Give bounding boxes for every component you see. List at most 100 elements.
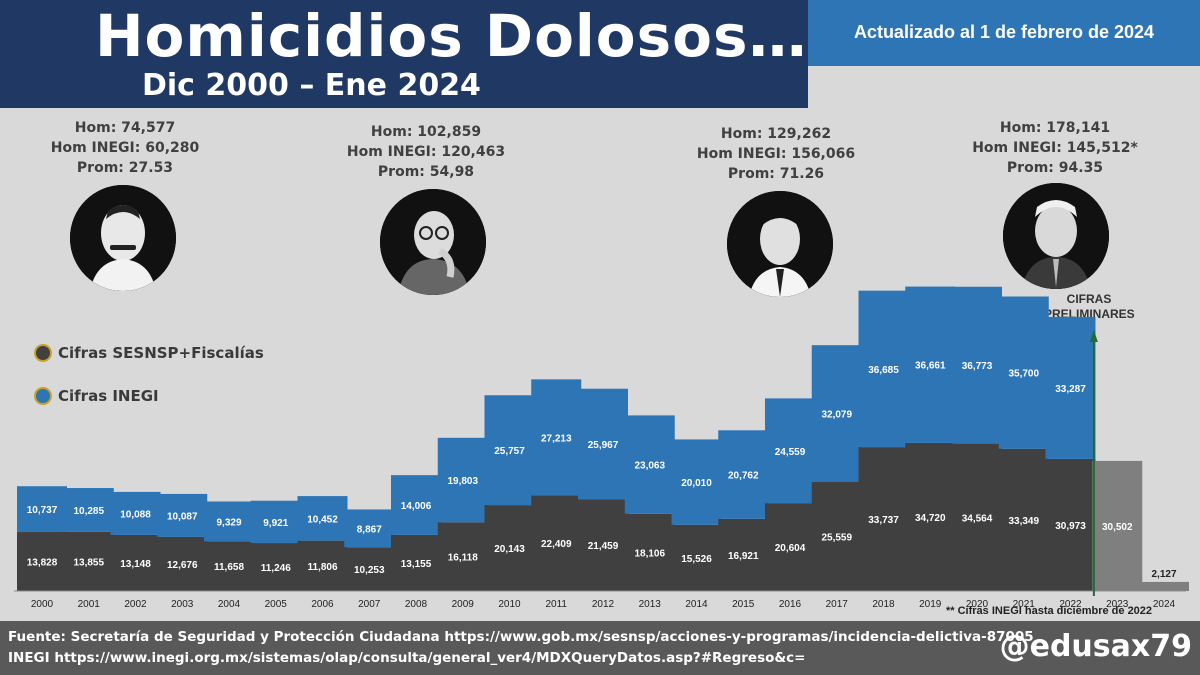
data-label-inegi: 25,757	[494, 446, 525, 457]
x-tick-label: 2023	[1106, 599, 1129, 610]
legend-label: Cifras INEGI	[58, 387, 159, 405]
bar-sesnsp	[952, 443, 1002, 591]
page-subtitle: Dic 2000 – Ene 2024	[142, 68, 481, 103]
bar-chart: 10,737 13,828 2000 10,285 13,855 2001 10,088 13…	[14, 286, 1189, 610]
data-label-sesnsp: 22,409	[541, 539, 572, 550]
data-label-inegi: 10,285	[73, 506, 104, 517]
bar-sesnsp	[110, 534, 161, 591]
data-label-sesnsp: 15,526	[681, 554, 712, 565]
data-label-inegi: 32,079	[821, 410, 852, 421]
portrait-icon	[1003, 183, 1109, 289]
data-label-sesnsp: 11,806	[307, 562, 337, 573]
bar-sesnsp	[578, 499, 628, 591]
updated-banner: Actualizado al 1 de febrero de 2024	[808, 0, 1200, 66]
data-label-sesnsp: 33,737	[868, 515, 899, 526]
legend-inegi: Cifras INEGI	[34, 385, 159, 407]
x-tick-label: 2009	[452, 599, 475, 610]
x-tick-label: 2002	[124, 599, 147, 610]
legend-sesnsp: Cifras SESNSP+Fiscalías	[34, 342, 264, 364]
bar-sesnsp	[998, 448, 1049, 591]
x-tick-label: 2022	[1059, 599, 1082, 610]
bar-sesnsp	[204, 541, 254, 591]
bar-inegi	[624, 415, 675, 514]
data-label-sesnsp: 10,253	[354, 565, 385, 576]
data-label-inegi: 20,762	[728, 471, 759, 482]
data-label-inegi: 25,967	[588, 440, 619, 451]
x-tick-label: 2014	[685, 599, 708, 610]
x-tick-label: 2020	[966, 599, 989, 610]
bar-sesnsp	[905, 442, 956, 591]
legend-label: Cifras SESNSP+Fiscalías	[58, 344, 264, 362]
x-tick-label: 2012	[592, 599, 615, 610]
x-tick-label: 2003	[171, 599, 194, 610]
data-label-sesnsp: 12,676	[167, 560, 198, 571]
data-label-inegi: 36,773	[962, 361, 993, 372]
bar-inegi	[811, 345, 862, 482]
bar-inegi	[578, 388, 628, 500]
x-tick-label: 2007	[358, 599, 381, 610]
data-label-inegi: 10,088	[120, 509, 151, 520]
bar-inegi	[157, 493, 208, 537]
stat-prom: Prom: 54,98	[377, 164, 475, 180]
bar-inegi	[671, 439, 722, 525]
legend-dot-icon	[34, 344, 52, 362]
bar-sesnsp	[17, 532, 67, 591]
x-tick-label: 2000	[31, 599, 54, 610]
president-stats-4: Hom: 178,141 Hom INEGI: 145,512* Prom: 9…	[955, 118, 1155, 178]
bar-sesnsp	[297, 540, 348, 591]
bar-sesnsp	[157, 536, 208, 591]
x-tick-label: 2011	[545, 599, 567, 610]
data-label-inegi: 9,921	[263, 518, 288, 529]
bar-inegi	[204, 501, 254, 542]
preliminary-arrow-icon	[1089, 330, 1098, 342]
data-label-sesnsp: 16,118	[448, 553, 478, 564]
data-label-inegi: 36,685	[868, 365, 899, 376]
person-silhouette-icon	[727, 191, 833, 297]
x-tick-label: 2019	[919, 599, 942, 610]
x-tick-label: 2015	[732, 599, 755, 610]
data-label-sesnsp: 13,855	[73, 557, 104, 568]
data-label-sesnsp: 30,973	[1055, 521, 1086, 532]
data-label-sesnsp: 30,502	[1102, 522, 1133, 533]
data-label-sesnsp: 16,921	[728, 551, 759, 562]
data-label-inegi: 10,087	[167, 511, 198, 522]
stat-hom: Hom: 74,577	[74, 120, 176, 136]
bar-sesnsp	[63, 531, 114, 591]
source-line-1: Fuente: Secretaría de Seguridad y Protec…	[8, 629, 1034, 645]
data-label-sesnsp: 21,459	[588, 541, 619, 552]
stat-hom: Hom: 178,141	[999, 120, 1111, 136]
bar-inegi	[484, 395, 535, 506]
data-label-sesnsp: 33,349	[1008, 516, 1039, 527]
bar-sesnsp	[437, 522, 488, 591]
x-tick-label: 2024	[1153, 599, 1176, 610]
x-tick-label: 2010	[498, 599, 521, 610]
bar-sesnsp	[1139, 581, 1189, 591]
bar-sesnsp	[531, 495, 582, 591]
bar-inegi	[63, 488, 114, 532]
bar-sesnsp	[1092, 460, 1143, 591]
data-label-inegi: 8,867	[357, 524, 382, 535]
updated-date: Actualizado al 1 de febrero de 2024	[853, 22, 1155, 42]
president-stats-3: Hom: 129,262 Hom INEGI: 156,066 Prom: 71…	[676, 124, 876, 184]
x-tick-label: 2017	[826, 599, 849, 610]
bar-inegi	[952, 286, 1002, 444]
person-silhouette-icon	[70, 185, 176, 291]
bar-sesnsp	[858, 447, 909, 591]
bar-sesnsp	[1045, 458, 1096, 591]
portrait-icon	[70, 185, 176, 291]
data-label-inegi: 36,661	[915, 361, 946, 372]
x-tick-label: 2008	[405, 599, 428, 610]
x-tick-label: 2005	[265, 599, 288, 610]
data-label-sesnsp: 2,127	[1151, 569, 1176, 580]
data-label-sesnsp: 13,148	[120, 559, 151, 570]
data-label-inegi: 35,700	[1008, 369, 1039, 380]
data-label-sesnsp: 34,720	[915, 513, 946, 524]
title-banner: Homicidios Dolosos… Dic 2000 – Ene 2024	[0, 0, 808, 108]
bar-sesnsp	[624, 513, 675, 591]
stat-hom-inegi: Hom INEGI: 120,463	[346, 144, 506, 160]
data-label-sesnsp: 20,143	[494, 544, 525, 555]
president-stats-2: Hom: 102,859 Hom INEGI: 120,463 Prom: 54…	[326, 122, 526, 182]
legend-dot-icon	[34, 387, 52, 405]
bar-inegi	[391, 475, 441, 535]
data-label-inegi: 23,063	[634, 461, 665, 472]
